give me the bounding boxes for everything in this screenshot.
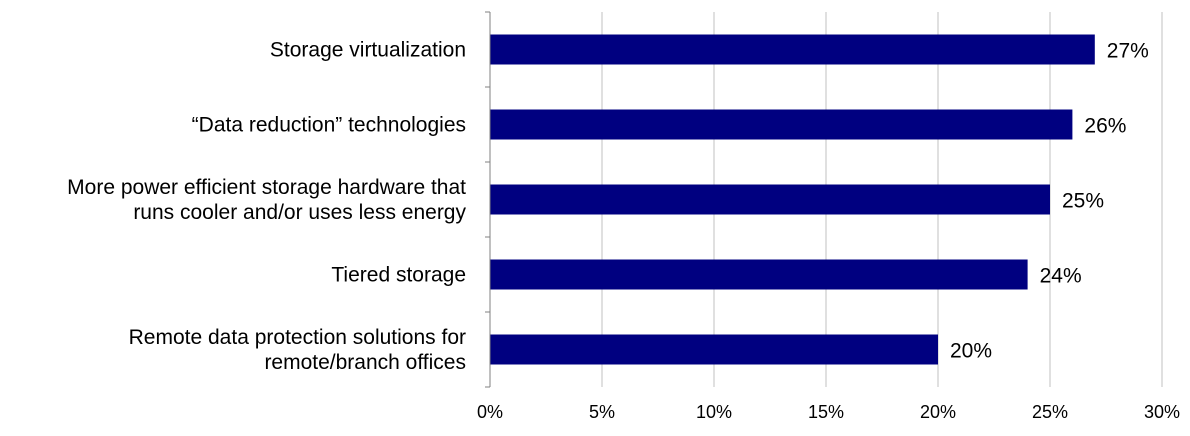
category-label: “Data reduction” technologies bbox=[192, 114, 466, 137]
category-labels: Storage virtualization “Data reduction” t… bbox=[67, 39, 466, 375]
x-tick-label: 5% bbox=[589, 402, 615, 422]
x-tick-label: 15% bbox=[808, 402, 844, 422]
data-label: 20% bbox=[950, 340, 992, 363]
x-tick-label: 30% bbox=[1144, 402, 1180, 422]
bar bbox=[490, 184, 1050, 215]
bar bbox=[490, 334, 938, 365]
category-label: Storage virtualization bbox=[270, 39, 466, 62]
y-axis bbox=[485, 11, 491, 388]
data-label: 24% bbox=[1040, 265, 1082, 288]
bar bbox=[490, 109, 1073, 140]
category-label: More power efficient storage hardware th… bbox=[67, 176, 466, 199]
x-tick-label: 10% bbox=[696, 402, 732, 422]
x-tick-labels: 0% 5% 10% 15% 20% 25% 30% bbox=[477, 402, 1180, 422]
data-label: 26% bbox=[1084, 115, 1126, 138]
x-tick-label: 25% bbox=[1032, 402, 1068, 422]
x-tick-label: 0% bbox=[477, 402, 503, 422]
bars bbox=[490, 34, 1095, 365]
x-tick-label: 20% bbox=[920, 402, 956, 422]
bar bbox=[490, 259, 1028, 290]
category-label: remote/branch offices bbox=[264, 351, 466, 374]
data-label: 25% bbox=[1062, 190, 1104, 213]
bar bbox=[490, 34, 1095, 65]
category-label: runs cooler and/or uses less energy bbox=[133, 201, 466, 224]
category-label: Remote data protection solutions for bbox=[129, 326, 466, 349]
category-label: Tiered storage bbox=[331, 264, 466, 287]
value-labels: 27% 26% 25% 24% 20% bbox=[950, 40, 1149, 363]
data-label: 27% bbox=[1107, 40, 1149, 63]
